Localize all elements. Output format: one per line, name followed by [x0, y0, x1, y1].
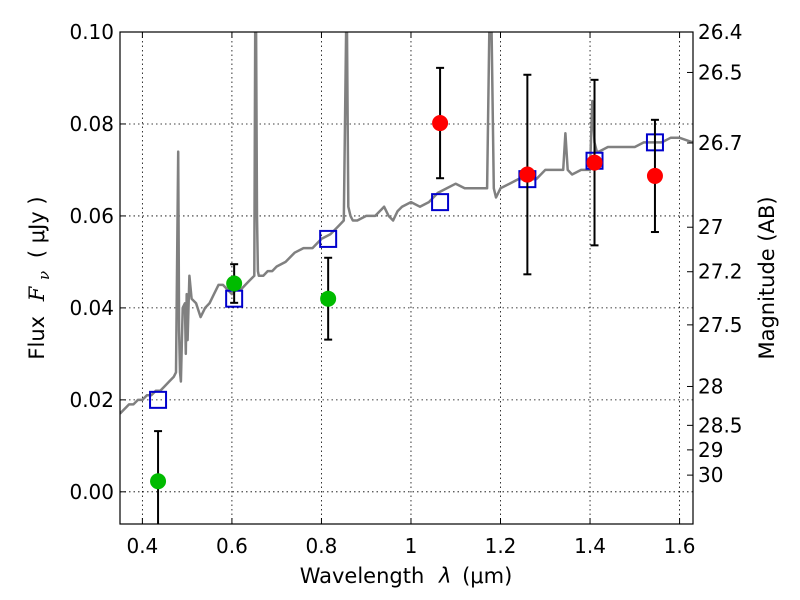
plot-frame	[119, 31, 694, 525]
spectrum-line	[120, 32, 693, 415]
axes: 0.4 0.6 0.8 1 1.2 1.4 1.6 0.00 0.02 0.04 0.06 0.08 0…	[69, 20, 742, 558]
observed-point	[150, 473, 167, 490]
x-tick-label: 1.4	[574, 534, 606, 558]
x-tick-label: 1.2	[485, 534, 517, 558]
observed-point	[646, 167, 663, 184]
y2-tick-label: 28	[698, 374, 723, 398]
y2-tick-label: 26.4	[698, 20, 743, 44]
x-tick-label: 1.6	[664, 534, 696, 558]
model-photometry-square	[319, 229, 338, 248]
model-photometry-square	[149, 390, 168, 409]
y2-tick-label: 26.5	[698, 60, 743, 84]
y2-tick-label: 27.2	[698, 260, 743, 284]
y2-tick-label: 26.7	[698, 131, 743, 155]
y-tick-label: 0.10	[69, 20, 114, 44]
y2-axis-label: Magnitude (AB)	[755, 196, 779, 359]
observed-point	[320, 290, 337, 307]
y-tick-label: 0.04	[69, 296, 114, 320]
x-axis-label: Wavelength λ (μm)	[300, 564, 513, 588]
y2-tick-label: 28.5	[698, 413, 743, 437]
x-tick-label: 0.8	[306, 534, 338, 558]
y2-tick-label: 27	[698, 215, 723, 239]
y-tick-label: 0.00	[69, 480, 114, 504]
x-tick-label: 1	[405, 534, 418, 558]
grid-lines	[120, 31, 693, 524]
x-tick-label: 0.6	[216, 534, 248, 558]
y-axis-label: Flux F ν ( μJy )	[25, 196, 54, 359]
y2-tick-label: 27.5	[698, 313, 743, 337]
y-tick-label: 0.08	[69, 112, 114, 136]
model-photometry-square	[431, 193, 450, 212]
y-tick-label: 0.06	[69, 204, 114, 228]
y-tick-label: 0.02	[69, 388, 114, 412]
observed-point	[519, 166, 536, 183]
y2-tick-label: 29	[698, 438, 723, 462]
observed-point	[226, 275, 243, 292]
observed-point	[432, 115, 449, 132]
observed-point	[586, 154, 603, 171]
data-series	[120, 32, 693, 524]
y2-tick-label: 30	[698, 463, 723, 487]
x-tick-label: 0.4	[126, 534, 158, 558]
